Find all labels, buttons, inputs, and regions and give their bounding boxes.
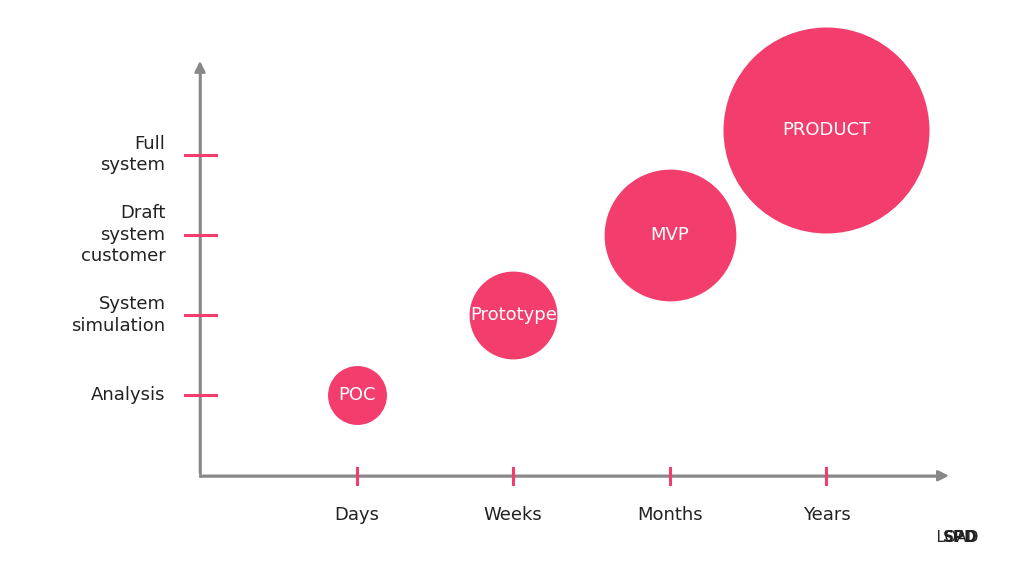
Text: Days: Days (334, 506, 379, 524)
Text: Prototype: Prototype (470, 306, 557, 324)
Text: LOAD: LOAD (916, 531, 978, 545)
Point (348, 391, 365, 400)
Text: Draft
system
customer: Draft system customer (81, 204, 166, 265)
Text: SPD: SPD (943, 531, 978, 545)
Text: System
simulation: System simulation (72, 295, 166, 335)
Point (505, 311, 521, 320)
Text: MVP: MVP (650, 226, 689, 244)
Text: POC: POC (338, 386, 376, 404)
Point (818, 126, 835, 135)
Text: Years: Years (803, 506, 850, 524)
Text: Analysis: Analysis (91, 386, 166, 404)
Text: PRODUCT: PRODUCT (782, 122, 870, 140)
Text: Weeks: Weeks (483, 506, 543, 524)
Text: Months: Months (637, 506, 702, 524)
Point (662, 230, 678, 239)
Text: Full
system: Full system (100, 135, 166, 174)
